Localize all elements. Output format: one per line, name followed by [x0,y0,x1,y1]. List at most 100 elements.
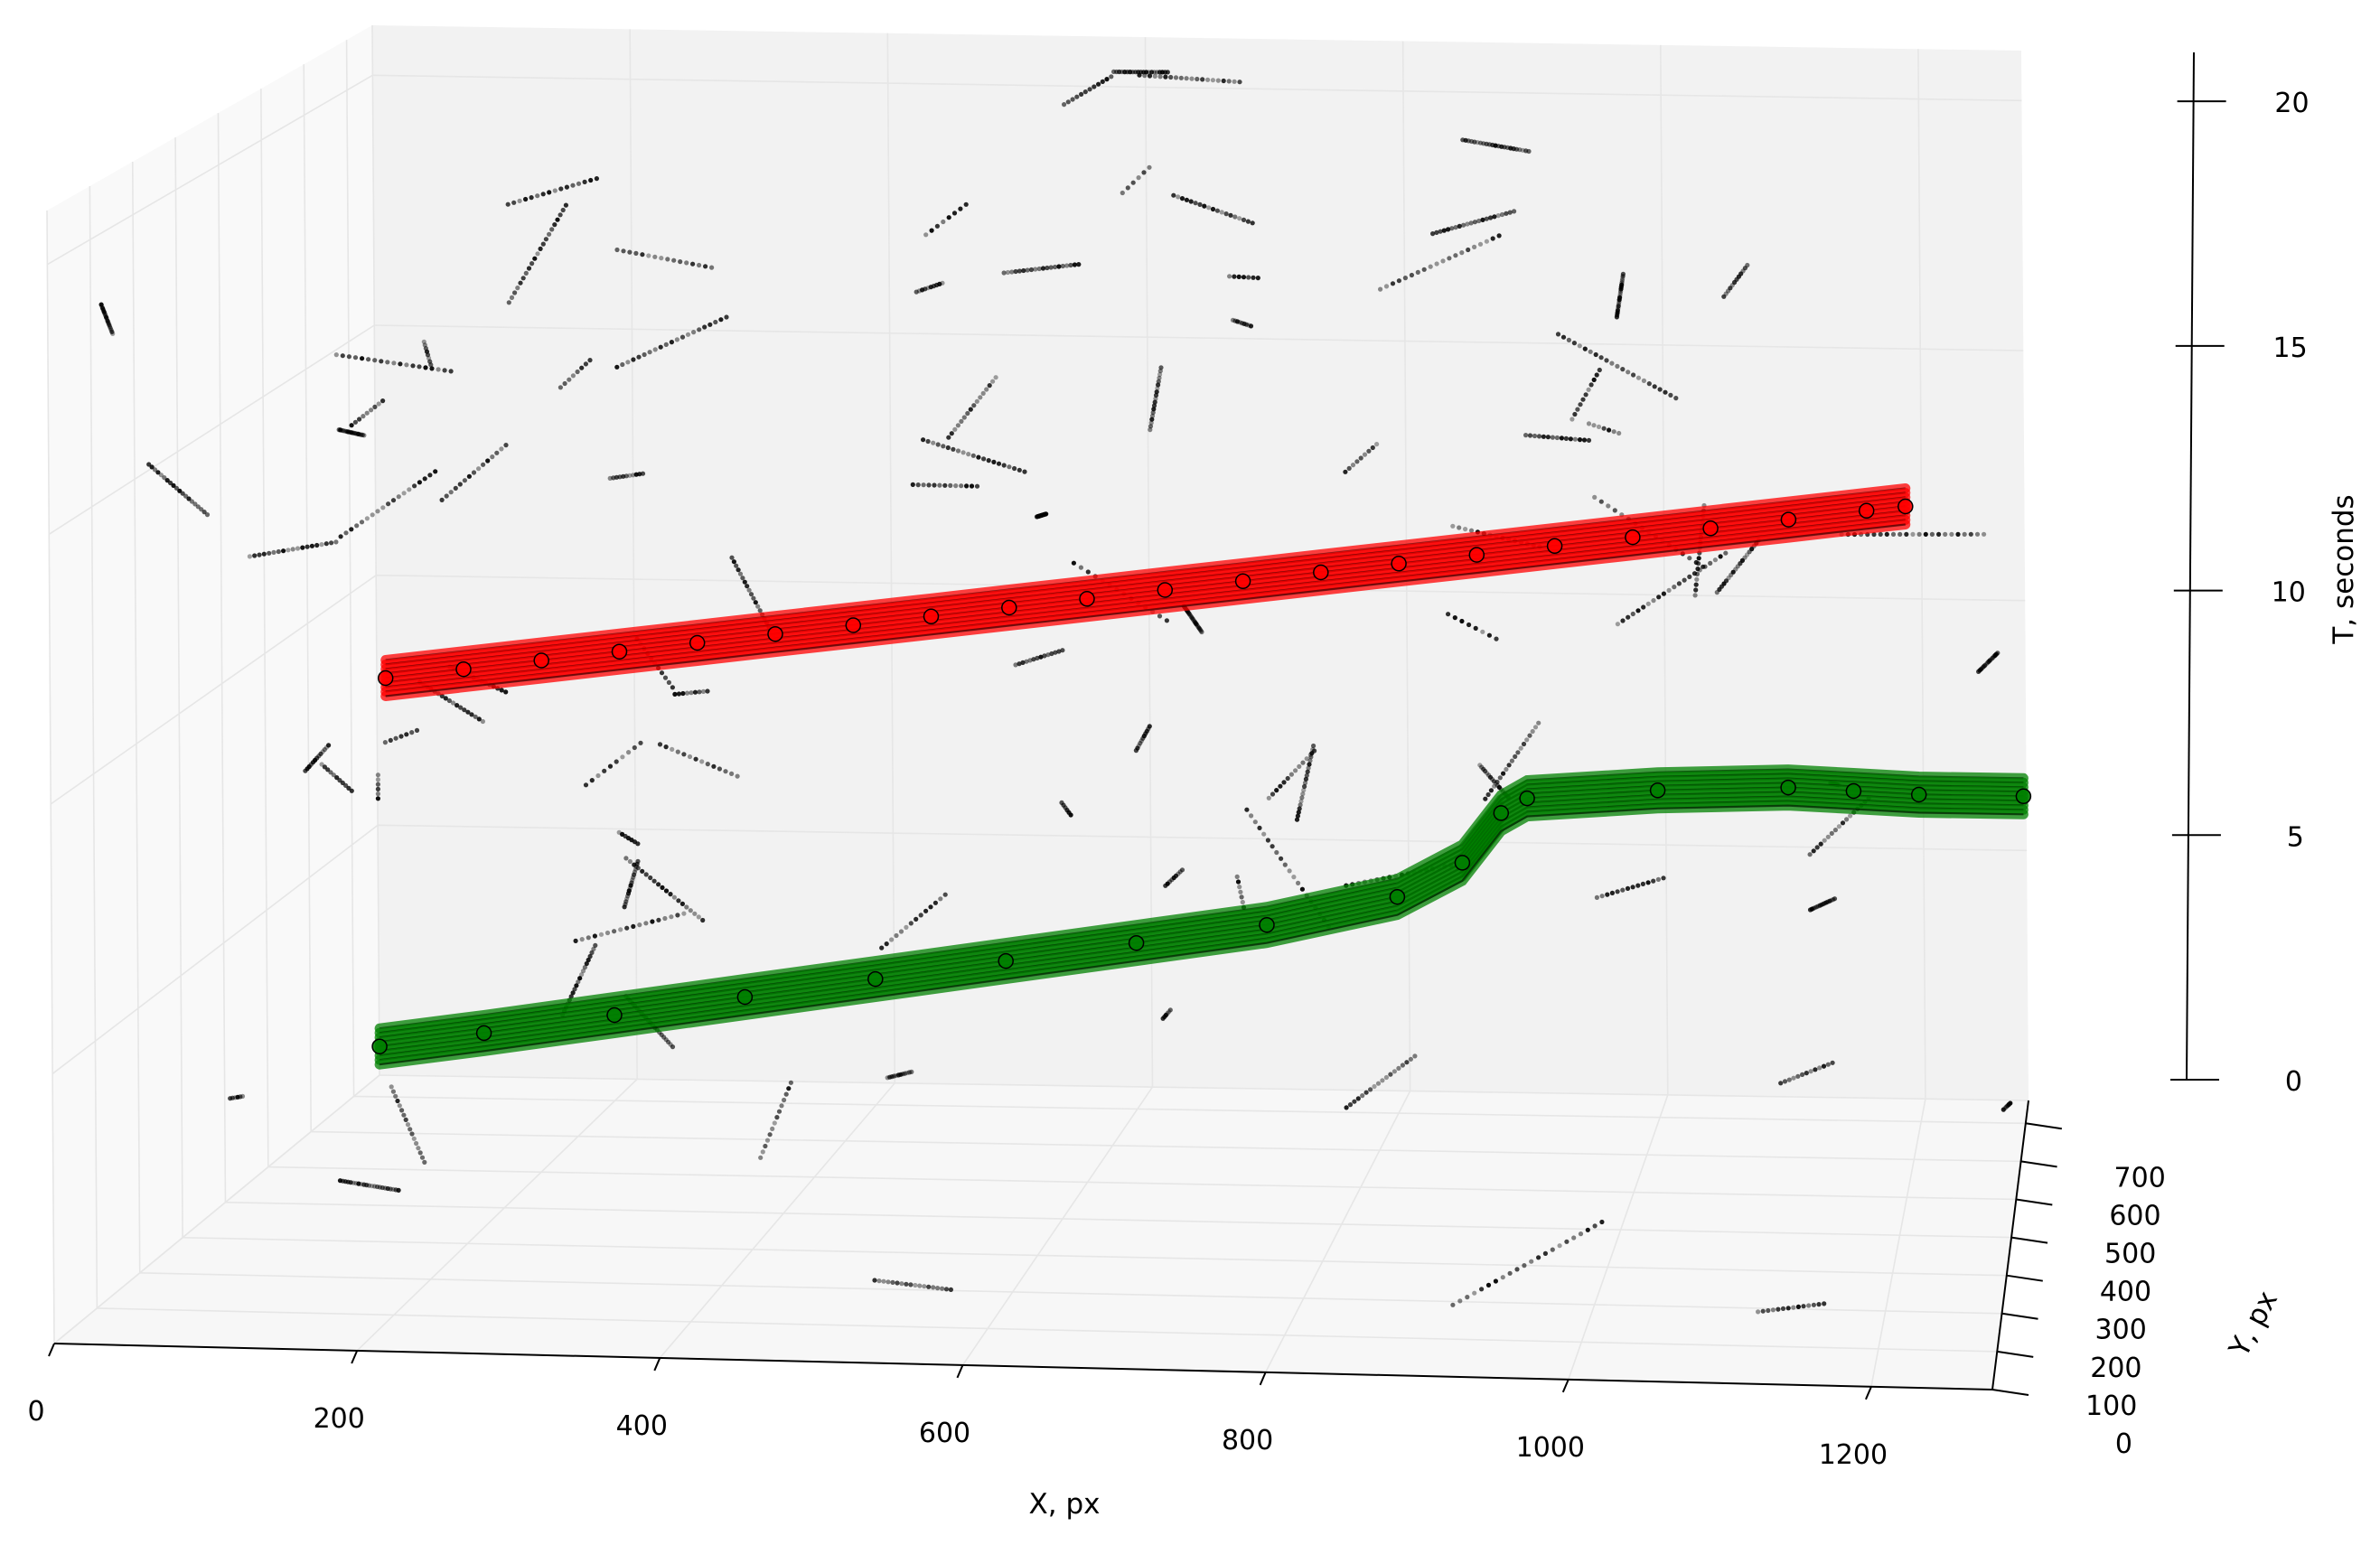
noise-point [991,459,997,464]
noise-point [1151,403,1157,408]
red-track-point [1079,591,1095,607]
red-track-point [845,617,862,633]
noise-point [671,258,677,263]
noise-point [1609,890,1615,896]
noise-point [1246,275,1251,280]
noise-point [631,473,636,478]
noise-point [618,927,623,932]
green-track-point [1389,888,1406,905]
noise-point [974,483,980,489]
x-axis-line [53,1343,1993,1390]
noise-point [1237,216,1242,221]
noise-point [1189,76,1195,81]
noise-point [1594,894,1599,901]
noise-point [586,957,591,963]
noise-point [1696,556,1701,561]
noise-point [199,507,204,512]
noise-point [346,354,351,360]
noise-point [1529,1259,1534,1264]
noise-point [343,530,349,536]
noise-point [584,960,589,967]
noise-point [1308,754,1314,760]
noise-point [592,933,598,939]
noise-point [635,858,641,864]
noise-point [341,428,346,434]
noise-point [1028,267,1035,273]
noise-point [319,542,324,548]
noise-point [691,330,697,335]
noise-point [375,777,380,782]
noise-point [1383,1074,1389,1081]
noise-point [729,771,735,777]
noise-point [1368,1087,1373,1092]
noise-point [1822,1301,1827,1306]
noise-point [1591,377,1597,382]
noise-point [1297,806,1302,811]
noise-point [1630,885,1635,890]
red-track-point [1234,573,1251,590]
noise-point [690,261,696,267]
noise-point [1390,281,1396,286]
noise-point [552,222,558,228]
noise-point [1234,874,1240,880]
noise-point [448,369,454,374]
noise-point [439,693,445,699]
noise-point [1657,387,1663,392]
noise-point [485,458,491,464]
noise-point [1457,525,1462,530]
noise-point [1568,436,1573,442]
noise-point [650,919,655,924]
noise-point [638,740,643,745]
noise-point [1550,1247,1555,1252]
noise-point [1362,452,1368,457]
noise-point [1465,221,1470,227]
noise-point [573,938,578,943]
noise-point [717,766,723,772]
noise-point [1807,852,1813,857]
noise-point [1651,878,1656,884]
noise-point [579,937,585,942]
noise-point [1592,494,1598,501]
green-track-point [371,1038,388,1054]
noise-point [923,908,929,913]
noise-point [1453,225,1458,230]
noise-point [1626,614,1631,620]
noise-point [583,361,589,367]
noise-point [322,764,327,770]
noise-point [152,467,158,473]
noise-point [162,475,167,481]
noise-point [481,462,486,467]
noise-point [228,1096,233,1101]
z-gridline [53,1074,2029,1344]
noise-point [1477,140,1484,145]
noise-point [758,1155,764,1160]
noise-point [1480,217,1485,222]
noise-point [376,401,381,407]
noise-point [1468,220,1474,226]
noise-point [908,921,914,926]
noise-point [1620,367,1626,372]
noise-point [674,337,680,342]
noise-point [1507,1270,1513,1276]
noise-point [1250,220,1255,226]
noise-point [1693,582,1699,587]
noise-point [740,576,745,581]
noise-point [404,732,409,737]
noise-point [1509,758,1514,763]
noise-point [1723,578,1729,584]
noise-point [620,754,625,760]
noise-point [1617,295,1623,300]
noise-point [1360,1093,1365,1099]
noise-point [370,1184,375,1189]
noise-point [920,287,925,293]
noise-point [965,410,970,417]
noise-point [1488,788,1494,793]
noise-point [713,319,718,325]
noise-point [948,482,953,489]
noise-point [1816,1302,1822,1307]
noise-point [594,176,600,182]
noise-point [1718,554,1723,559]
noise-point [680,690,686,697]
noise-point [1968,531,1973,537]
noise-point [969,483,975,489]
